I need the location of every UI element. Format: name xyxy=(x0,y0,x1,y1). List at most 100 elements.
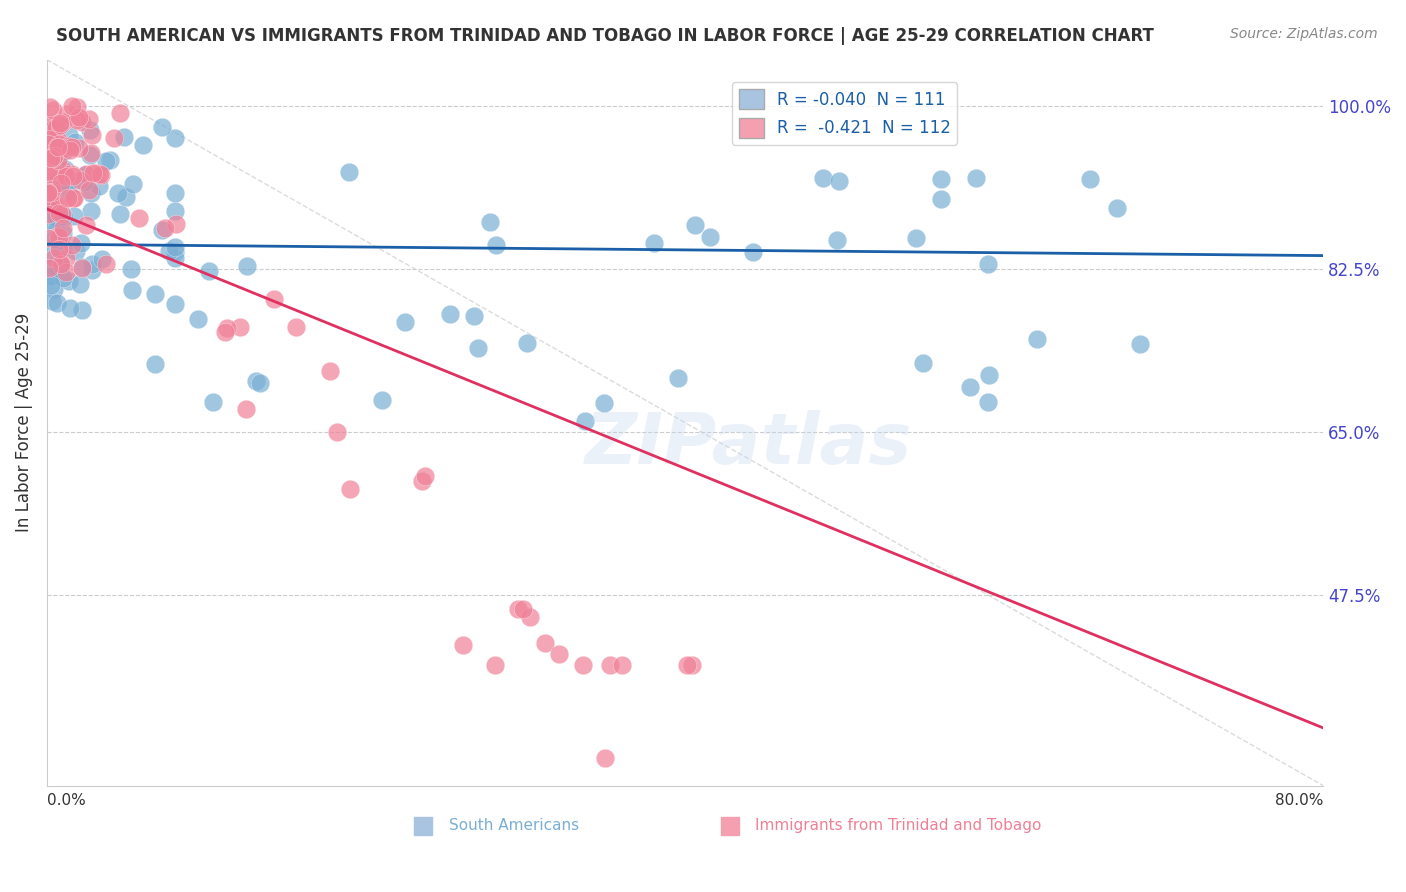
Immigrants from Trinidad and Tobago xyxy=(55,251,77,265)
Immigrants from Trinidad and Tobago xyxy=(60,99,83,113)
South Americans xyxy=(38,212,60,227)
Immigrants from Trinidad and Tobago xyxy=(48,198,70,212)
South Americans xyxy=(201,395,224,409)
Y-axis label: In Labor Force | Age 25-29: In Labor Force | Age 25-29 xyxy=(15,313,32,533)
South Americans xyxy=(478,214,501,228)
South Americans xyxy=(157,244,180,259)
South Americans xyxy=(53,162,76,177)
South Americans xyxy=(965,171,987,186)
Immigrants from Trinidad and Tobago xyxy=(66,113,89,128)
Immigrants from Trinidad and Tobago xyxy=(55,265,77,279)
South Americans xyxy=(163,186,186,201)
Immigrants from Trinidad and Tobago xyxy=(60,167,83,181)
South Americans xyxy=(1129,337,1152,351)
Immigrants from Trinidad and Tobago xyxy=(58,138,80,153)
Immigrants from Trinidad and Tobago xyxy=(38,100,60,114)
Immigrants from Trinidad and Tobago xyxy=(62,169,84,184)
Immigrants from Trinidad and Tobago xyxy=(110,106,132,120)
Immigrants from Trinidad and Tobago xyxy=(547,647,569,661)
South Americans xyxy=(110,207,132,221)
South Americans xyxy=(827,233,849,247)
Immigrants from Trinidad and Tobago xyxy=(48,206,70,220)
Immigrants from Trinidad and Tobago xyxy=(49,257,72,271)
South Americans xyxy=(65,244,87,258)
South Americans xyxy=(439,307,461,321)
Immigrants from Trinidad and Tobago xyxy=(46,153,69,168)
South Americans xyxy=(37,137,59,152)
South Americans xyxy=(485,238,508,252)
Immigrants from Trinidad and Tobago xyxy=(49,169,72,184)
Legend: R = -0.040  N = 111, R =  -0.421  N = 112: R = -0.040 N = 111, R = -0.421 N = 112 xyxy=(733,82,957,145)
Immigrants from Trinidad and Tobago xyxy=(38,165,60,179)
South Americans xyxy=(198,264,221,278)
Immigrants from Trinidad and Tobago xyxy=(415,469,437,483)
Immigrants from Trinidad and Tobago xyxy=(153,220,176,235)
South Americans xyxy=(70,260,93,274)
South Americans xyxy=(516,336,538,351)
South Americans xyxy=(163,297,186,311)
South Americans xyxy=(593,395,616,409)
South Americans xyxy=(115,190,138,204)
Text: 0.0%: 0.0% xyxy=(46,793,86,808)
Immigrants from Trinidad and Tobago xyxy=(319,364,342,378)
South Americans xyxy=(811,170,834,185)
Immigrants from Trinidad and Tobago xyxy=(37,194,59,209)
Immigrants from Trinidad and Tobago xyxy=(69,173,91,187)
Immigrants from Trinidad and Tobago xyxy=(49,176,72,190)
South Americans xyxy=(79,186,101,200)
Immigrants from Trinidad and Tobago xyxy=(67,141,90,155)
Immigrants from Trinidad and Tobago xyxy=(49,118,72,132)
South Americans xyxy=(80,257,103,271)
Immigrants from Trinidad and Tobago xyxy=(46,229,69,244)
Text: ZIPatlas: ZIPatlas xyxy=(585,410,912,479)
Text: South Americans: South Americans xyxy=(449,818,579,833)
Immigrants from Trinidad and Tobago xyxy=(41,185,63,199)
Immigrants from Trinidad and Tobago xyxy=(42,252,65,266)
South Americans xyxy=(44,154,66,169)
Immigrants from Trinidad and Tobago xyxy=(41,145,63,160)
South Americans xyxy=(80,203,103,218)
South Americans xyxy=(41,294,63,309)
South Americans xyxy=(977,257,1000,271)
South Americans xyxy=(51,259,73,273)
Immigrants from Trinidad and Tobago xyxy=(77,112,100,127)
South Americans xyxy=(45,211,67,226)
South Americans xyxy=(931,171,953,186)
South Americans xyxy=(79,148,101,162)
Immigrants from Trinidad and Tobago xyxy=(534,636,557,650)
South Americans xyxy=(959,380,981,394)
Immigrants from Trinidad and Tobago xyxy=(96,256,118,270)
South Americans xyxy=(55,178,77,192)
South Americans xyxy=(1080,171,1102,186)
South Americans xyxy=(236,259,259,273)
Immigrants from Trinidad and Tobago xyxy=(66,100,89,114)
Immigrants from Trinidad and Tobago xyxy=(512,602,534,616)
Immigrants from Trinidad and Tobago xyxy=(70,261,93,276)
South Americans xyxy=(976,394,998,409)
Immigrants from Trinidad and Tobago xyxy=(339,482,361,496)
Immigrants from Trinidad and Tobago xyxy=(229,319,252,334)
South Americans xyxy=(249,376,271,390)
South Americans xyxy=(87,178,110,193)
South Americans xyxy=(73,175,96,189)
Immigrants from Trinidad and Tobago xyxy=(62,191,84,205)
Immigrants from Trinidad and Tobago xyxy=(676,657,699,672)
Immigrants from Trinidad and Tobago xyxy=(51,142,73,156)
South Americans xyxy=(42,260,65,274)
South Americans xyxy=(463,310,485,324)
South Americans xyxy=(143,357,166,371)
Immigrants from Trinidad and Tobago xyxy=(67,110,90,124)
Immigrants from Trinidad and Tobago xyxy=(84,166,107,180)
South Americans xyxy=(163,131,186,145)
South Americans xyxy=(52,226,75,240)
South Americans xyxy=(46,261,69,276)
Immigrants from Trinidad and Tobago xyxy=(38,132,60,146)
South Americans xyxy=(52,271,75,285)
Immigrants from Trinidad and Tobago xyxy=(128,211,150,226)
South Americans xyxy=(683,218,706,232)
South Americans xyxy=(187,311,209,326)
Immigrants from Trinidad and Tobago xyxy=(37,185,59,199)
South Americans xyxy=(38,125,60,139)
Immigrants from Trinidad and Tobago xyxy=(593,750,616,764)
South Americans xyxy=(58,274,80,288)
